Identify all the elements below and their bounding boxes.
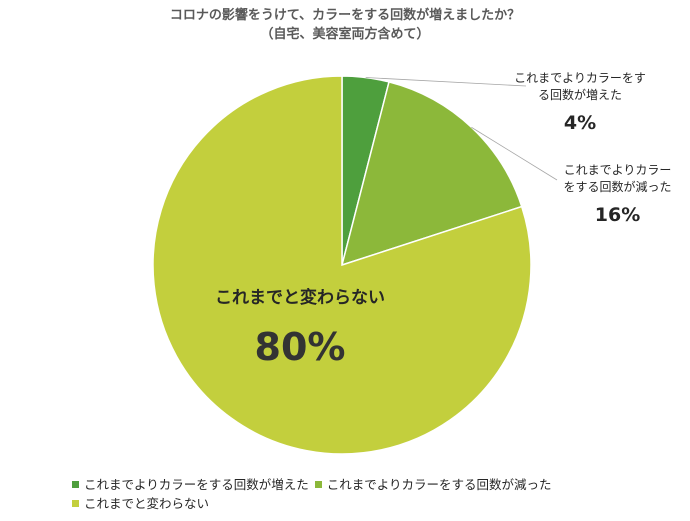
slice-value-decreased: 16% [594,204,641,226]
legend-swatch-same [72,500,79,507]
slice-label-increased-line2: る回数が増えた [537,88,622,102]
pie-slice-decreased [340,81,523,267]
chart-title-line1: コロナの影響をうけて、カラーをする回数が増えましたか？ [169,8,521,23]
chart-title-line2: （自宅、美容室両方含めて） [260,27,430,42]
chart-title: コロナの影響をうけて、カラーをする回数が増えましたか？ （自宅、美容室両方含めて… [0,6,690,44]
slice-label-decreased-line1: これまでよりカラー [563,163,672,177]
leader-line-decreased [471,126,558,181]
slice-value-same: 80% [254,325,346,369]
legend-swatch-decreased [314,481,322,488]
legend-swatch-increased [72,481,79,488]
legend-label-same: これまでと変わらない [84,496,210,511]
legend-item-decreased: これまでよりカラーをする回数が減った [314,475,552,494]
legend-item-same: これまでと変わらない [72,494,209,513]
slice-label-same: これまでと変わらない 80% [195,286,405,374]
chart-legend: これまでよりカラーをする回数が増えた これまでよりカラーをする回数が減った これま… [72,475,672,513]
slice-label-decreased-line2: をする回数が減った [563,180,672,194]
legend-label-increased: これまでよりカラーをする回数が増えた [84,477,309,492]
leader-line-increased [365,77,527,87]
pie-slice-same [152,75,532,455]
slice-label-decreased: これまでよりカラー をする回数が減った 16% [555,162,680,230]
legend-item-increased: これまでよりカラーをする回数が増えた [72,475,309,494]
slice-label-increased-line1: これまでよりカラーをす [514,71,646,85]
legend-label-decreased: これまでよりカラーをする回数が減った [326,477,552,492]
slice-value-increased: 4% [563,112,597,134]
slice-label-increased: これまでよりカラーをす る回数が増えた 4% [505,70,655,138]
slice-label-same-line1: これまでと変わらない [215,288,385,308]
